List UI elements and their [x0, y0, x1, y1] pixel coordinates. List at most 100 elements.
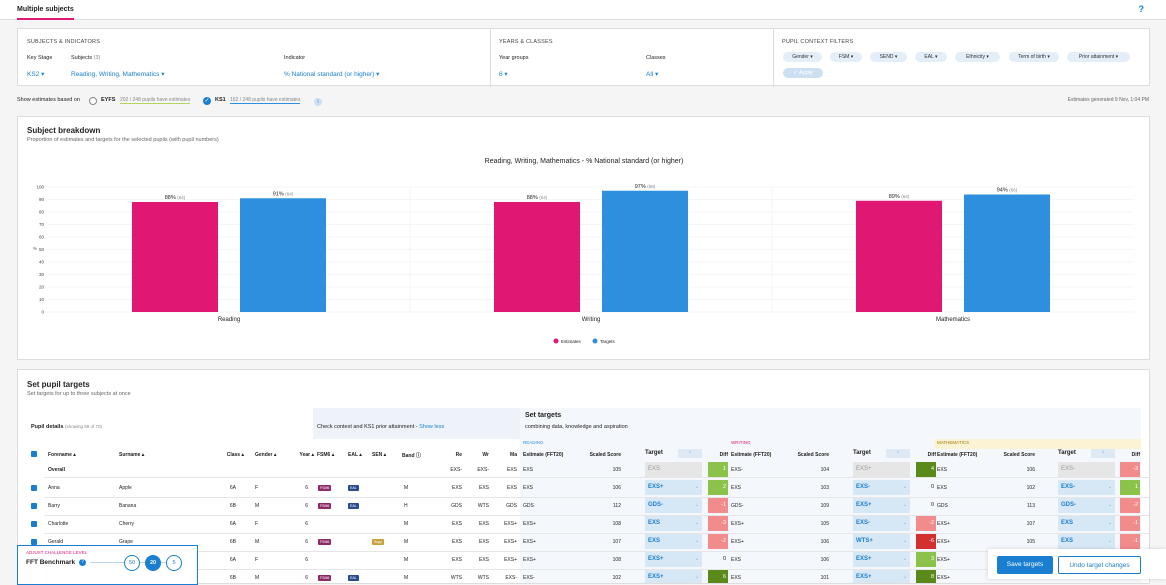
row-divider: [44, 515, 1149, 516]
year-groups-value: 6: [499, 71, 503, 78]
chevron-down-icon: ⌄: [1107, 538, 1112, 544]
undo-target-changes-button[interactable]: Undo target changes: [1058, 556, 1141, 574]
target-value: EXS+: [648, 574, 664, 580]
select-all-checkbox[interactable]: [31, 451, 37, 457]
surname: Banana: [119, 503, 137, 509]
column-header-band[interactable]: Band ⓘ: [402, 453, 421, 459]
target-select[interactable]: EXS+ ⌄: [853, 570, 910, 583]
estimate: EXS: [937, 485, 948, 491]
key-stage-label: Key Stage: [27, 55, 53, 61]
targets-title: Set pupil targets: [27, 380, 90, 389]
surname: Grape: [119, 539, 133, 545]
help-icon[interactable]: ?: [1138, 4, 1145, 14]
target-sort-button[interactable]: ↓: [1091, 449, 1115, 458]
ks1-radio-selected[interactable]: ✓: [203, 97, 211, 105]
bar-data-label: 91% (64): [273, 191, 294, 197]
indicator-select[interactable]: % National standard (or higher) ▾: [284, 71, 380, 78]
year: 6: [305, 575, 308, 581]
column-header-ma: Ma: [510, 452, 517, 458]
eyfs-radio[interactable]: [89, 97, 97, 105]
column-header-forename[interactable]: Forename ▴: [48, 452, 76, 458]
target-select[interactable]: GDS- ⌄: [645, 498, 702, 513]
target-select[interactable]: EXS+ ⌄: [645, 570, 702, 583]
chevron-down-icon: ⌄: [694, 538, 699, 544]
target-select[interactable]: EXS+ ⌄: [645, 552, 702, 567]
column-header-sen[interactable]: SEN ▴: [372, 452, 387, 458]
year-groups-select[interactable]: 6 ▾: [499, 71, 508, 78]
prior-attainment-chip[interactable]: Prior attainment ▾: [1067, 52, 1130, 62]
row-checkbox[interactable]: [31, 521, 37, 527]
target-value: GDS-: [648, 502, 663, 508]
bar-count: (64): [285, 191, 294, 196]
column-header-eal[interactable]: EAL ▴: [348, 452, 362, 458]
challenge-heading: ADJUST CHALLENGE LEVEL: [26, 550, 88, 555]
classes-select[interactable]: All ▾: [646, 71, 659, 78]
column-header-wr: Wr: [482, 452, 489, 458]
estimate: EXS: [523, 467, 534, 473]
eal-chip[interactable]: EAL ▾: [915, 52, 947, 62]
target-select[interactable]: EXS ⌄: [1058, 516, 1115, 531]
target-select[interactable]: EXS ⌄: [645, 516, 702, 531]
challenge-help-icon[interactable]: ?: [79, 559, 86, 566]
target-select[interactable]: EXS ⌄: [1058, 534, 1115, 549]
diff-cell: 2: [708, 480, 728, 495]
save-targets-button[interactable]: Save targets: [997, 556, 1053, 574]
estimate: EXS: [523, 485, 534, 491]
target-select[interactable]: EXS+ ⌄: [645, 480, 702, 495]
tab-multiple-subjects[interactable]: Multiple subjects: [17, 6, 74, 20]
row-checkbox[interactable]: [31, 503, 37, 509]
column-header-diff: Diff: [1131, 452, 1140, 458]
subjects-select[interactable]: Reading, Writing, Mathematics ▾: [71, 71, 165, 78]
estimate: EXS+: [523, 539, 536, 545]
target-select[interactable]: EXS- ⌄: [853, 516, 910, 531]
fsm-chip[interactable]: FSM ▾: [830, 52, 862, 62]
show-less-link[interactable]: Show less: [419, 424, 445, 430]
challenge-level-50[interactable]: 50: [124, 555, 140, 571]
challenge-level-20[interactable]: 20: [145, 555, 161, 571]
column-header-surname[interactable]: Surname ▴: [119, 452, 145, 458]
y-axis-label: %: [33, 246, 37, 251]
prior-wr: EXS: [478, 557, 489, 563]
row-checkbox[interactable]: [31, 485, 37, 491]
prior-re: EXS: [451, 485, 462, 491]
challenge-level-5[interactable]: 5: [166, 555, 182, 571]
target-select[interactable]: GDS- ⌄: [1058, 498, 1115, 513]
target-sort-button[interactable]: ↓: [886, 449, 910, 458]
row-checkbox[interactable]: [31, 539, 37, 545]
target-select[interactable]: EXS ⌄: [645, 534, 702, 549]
send-chip[interactable]: SEND ▾: [870, 52, 907, 62]
ethnicity-chip[interactable]: Ethnicity ▾: [955, 52, 1000, 62]
apply-button[interactable]: ✓ Apply: [783, 68, 823, 78]
target-select[interactable]: WTS+ ⌄: [853, 534, 910, 549]
column-header-year[interactable]: Year ▴: [299, 452, 314, 458]
target-sort-button[interactable]: ↓: [678, 449, 702, 458]
estimate: EXS+: [523, 557, 536, 563]
y-tick-label: 60: [39, 235, 45, 240]
bar-data-label: 89% (64): [889, 194, 910, 200]
prior-wr: EXS: [478, 539, 489, 545]
chevron-down-icon: ⌄: [694, 520, 699, 526]
target-select[interactable]: EXS- ⌄: [1058, 480, 1115, 495]
estimate: GDS: [937, 503, 948, 509]
diff-cell: 0: [930, 502, 934, 508]
scaled-score: 102: [1026, 485, 1035, 491]
set-targets-title: Set targets: [525, 412, 562, 419]
column-header-class[interactable]: Class ▴: [226, 452, 244, 458]
term-of-birth-chip[interactable]: Term of birth ▾: [1009, 52, 1059, 62]
column-header-gender[interactable]: Gender ▴: [255, 452, 277, 458]
target-select[interactable]: EXS- ⌄: [853, 480, 910, 495]
target-select[interactable]: EXS+ ⌄: [853, 498, 910, 513]
chart-title: Reading, Writing, Mathematics - % Nation…: [485, 158, 684, 165]
gender-chip[interactable]: Gender ▾: [783, 52, 822, 62]
subjects-label: Subjects (3): [71, 55, 100, 61]
class: 6A: [229, 557, 236, 563]
column-header-fsm6[interactable]: FSM6 ▴: [317, 452, 335, 458]
scaled-score: 108: [612, 557, 621, 563]
info-icon[interactable]: i: [314, 98, 322, 106]
key-stage-select[interactable]: KS2 ▾: [27, 71, 45, 78]
bar-targets: [240, 198, 326, 312]
bar-data-label: 97% (68): [635, 184, 656, 190]
scaled-score: 107: [1026, 521, 1035, 527]
target-select[interactable]: EXS+ ⌄: [853, 552, 910, 567]
column-header-scaled: Scaled Score: [589, 452, 621, 458]
